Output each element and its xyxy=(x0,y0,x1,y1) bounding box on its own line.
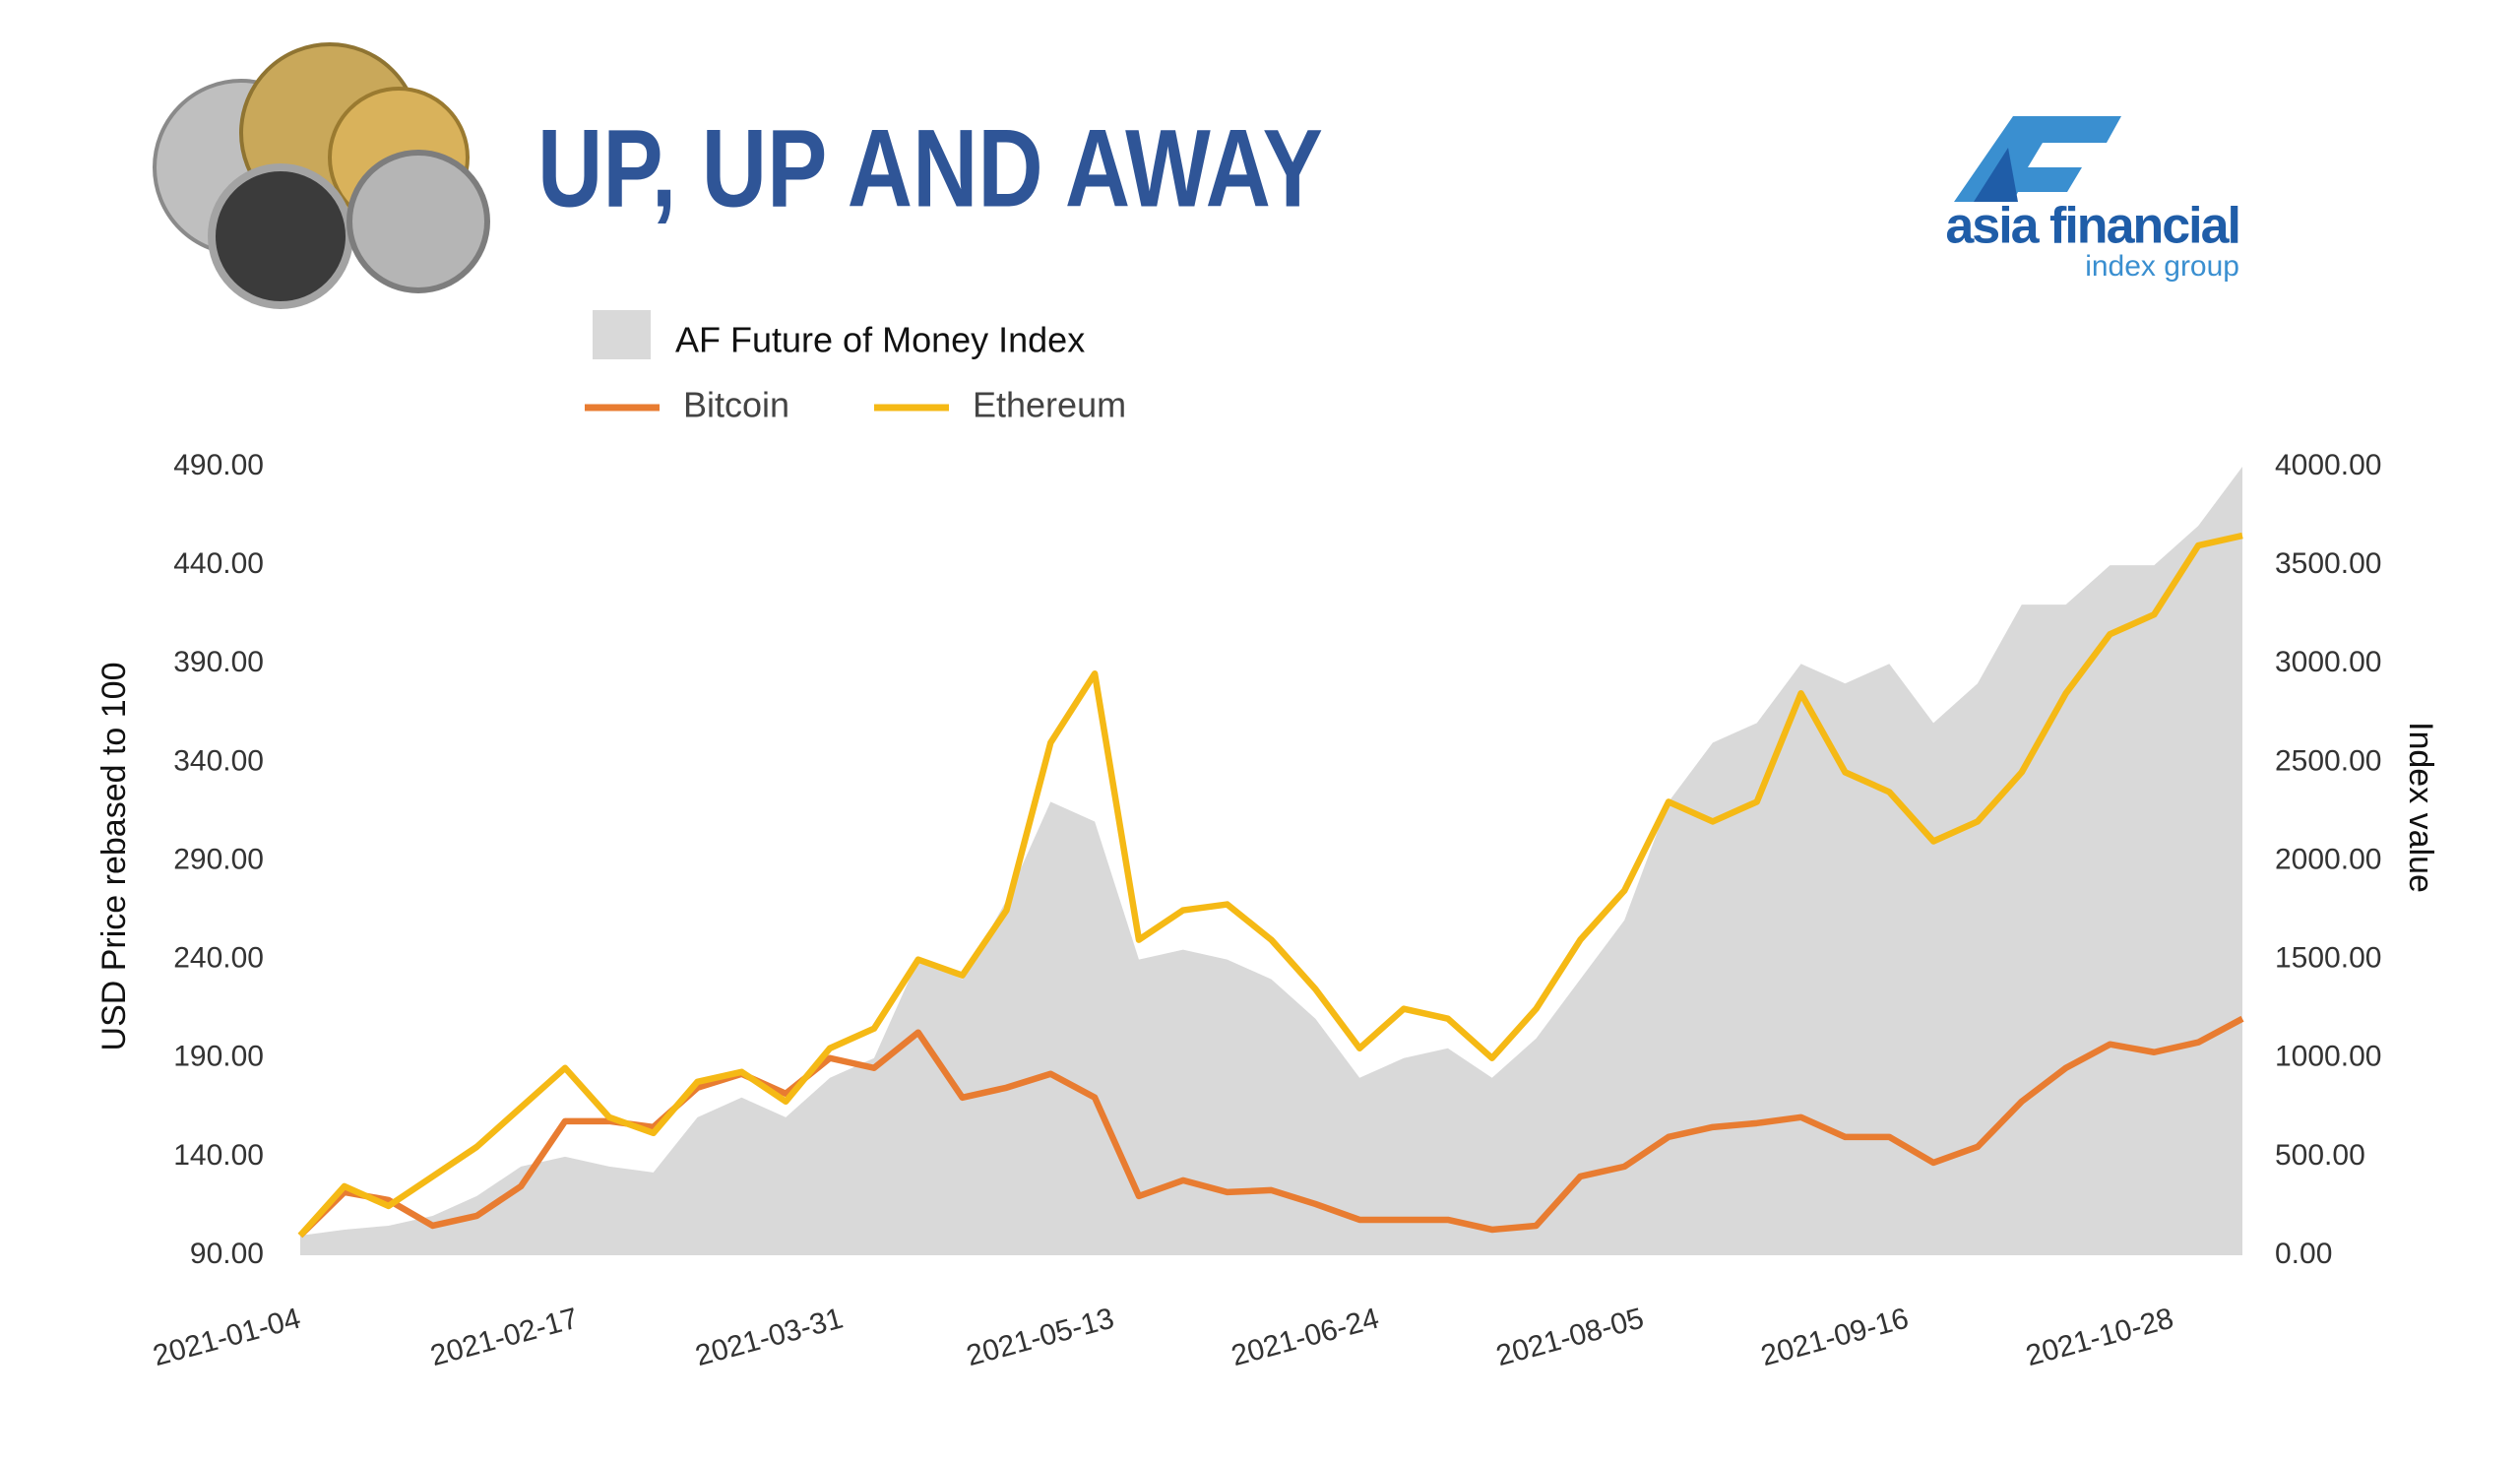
x-tick-label: 2021-10-28 xyxy=(2023,1303,2177,1373)
y2-tick-label: 3000.00 xyxy=(2275,646,2381,678)
x-tick-label: 2021-05-13 xyxy=(963,1303,1117,1373)
area xyxy=(300,467,2242,1255)
chart-title: UP, UP AND AWAY xyxy=(537,106,1323,230)
y-tick-label: 290.00 xyxy=(173,843,264,875)
y2-tick-label: 2000.00 xyxy=(2275,843,2381,875)
y-tick-label: 490.00 xyxy=(173,449,264,481)
y2-tick-label: 3500.00 xyxy=(2275,547,2381,580)
y-tick-label: 140.00 xyxy=(173,1139,264,1172)
legend-swatch xyxy=(593,310,651,359)
legend-label: Ethereum xyxy=(973,385,1126,425)
x-tick-label: 2021-03-31 xyxy=(692,1303,847,1373)
y-tick-label: 440.00 xyxy=(173,547,264,580)
y-tick-label: 90.00 xyxy=(190,1238,264,1270)
y2-tick-label: 1500.00 xyxy=(2275,942,2381,975)
logo-tagline: index group xyxy=(2085,250,2239,283)
coin xyxy=(346,150,490,293)
y2-tick-label: 500.00 xyxy=(2275,1139,2365,1172)
logo-mark xyxy=(1954,116,2121,202)
x-tick-label: 2021-06-24 xyxy=(1228,1303,1382,1373)
x-tick-label: 2021-08-05 xyxy=(1493,1303,1648,1373)
y2-tick-label: 0.00 xyxy=(2275,1238,2332,1270)
legend-label: AF Future of Money Index xyxy=(675,320,1085,360)
logo-name: asia financial xyxy=(1945,198,2239,255)
y-axis-title: USD Price rebased to 100 xyxy=(95,663,133,1051)
y-tick-label: 340.00 xyxy=(173,744,264,777)
y2-tick-label: 1000.00 xyxy=(2275,1041,2381,1073)
x-tick-label: 2021-02-17 xyxy=(427,1303,582,1373)
legend-label: Bitcoin xyxy=(683,385,789,425)
coin xyxy=(208,163,353,309)
y2-axis-title: Index value xyxy=(2402,722,2439,893)
y-tick-label: 190.00 xyxy=(173,1041,264,1073)
y-tick-label: 240.00 xyxy=(173,942,264,975)
coins xyxy=(153,42,490,309)
logo: asia financial index group xyxy=(1945,116,2241,283)
y2-tick-label: 2500.00 xyxy=(2275,744,2381,777)
y-tick-label: 390.00 xyxy=(173,646,264,678)
x-tick-label: 2021-01-04 xyxy=(150,1303,304,1373)
y2-tick-label: 4000.00 xyxy=(2275,449,2381,481)
logo-mark xyxy=(1974,148,2018,202)
x-tick-label: 2021-09-16 xyxy=(1758,1303,1913,1373)
line xyxy=(297,532,2243,1239)
